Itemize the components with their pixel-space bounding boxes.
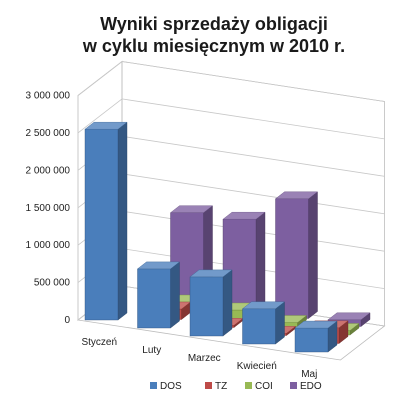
bar-edo-4 <box>274 191 319 319</box>
category-labels: Styczeń Luty Marzec Kwiecień Maj <box>81 337 317 380</box>
y-tick-label: 3 000 000 <box>26 91 71 102</box>
category-label: Marzec <box>188 353 221 364</box>
bar-dos-4 <box>241 301 286 345</box>
chart-title-line: w cyklu miesięcznym w 2010 r. <box>82 36 345 56</box>
bar-dos-2 <box>136 261 181 329</box>
gridline <box>77 98 385 140</box>
y-axis-ticks: 0 500 000 1 000 000 1 500 000 2 000 000 2 500… <box>26 91 71 326</box>
legend-swatch <box>150 382 157 389</box>
y-tick-label: 500 000 <box>34 278 71 289</box>
legend-item-coi: COI <box>245 381 273 392</box>
legend-label: TZ <box>215 381 227 392</box>
legend-swatch <box>290 382 297 389</box>
category-label: Luty <box>142 345 161 356</box>
legend-item-edo: EDO <box>290 381 322 392</box>
chart-title-line: Wyniki sprzedaży obligacji <box>100 14 328 34</box>
bars <box>84 121 371 353</box>
gridline <box>77 61 385 102</box>
legend-item-dos: DOS <box>150 381 182 392</box>
y-tick-label: 1 000 000 <box>26 240 71 251</box>
y-tick-label: 2 500 000 <box>26 128 71 139</box>
legend-label: DOS <box>160 381 182 392</box>
bar-dos-3 <box>189 269 233 337</box>
category-label: Styczeń <box>81 337 117 348</box>
bar-dos-1 <box>84 121 128 321</box>
y-tick-label: 2 000 000 <box>26 165 71 176</box>
legend: DOS TZ COI EDO <box>150 381 322 392</box>
category-label: Maj <box>301 369 317 380</box>
legend-item-tz: TZ <box>205 381 227 392</box>
legend-swatch <box>205 382 212 389</box>
legend-swatch <box>245 382 252 389</box>
y-tick-label: 0 <box>64 315 70 326</box>
category-label: Kwiecień <box>237 361 277 372</box>
legend-label: EDO <box>300 381 322 392</box>
bar-dos-5 <box>294 320 338 353</box>
y-tick-label: 1 500 000 <box>26 203 71 214</box>
legend-label: COI <box>255 381 273 392</box>
